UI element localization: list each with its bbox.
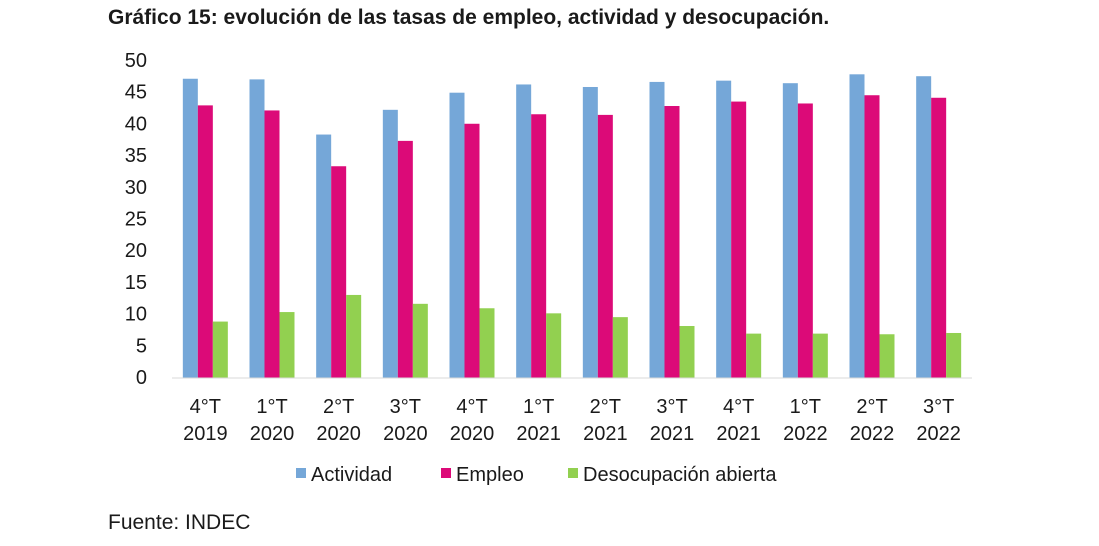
x-tick-label: 2020 [450,423,495,445]
bar-empleo [197,105,213,378]
bar-desocupacion-abierta [946,332,962,378]
bar-desocupacion-abierta [679,326,695,378]
bar-actividad [449,92,465,378]
bar-empleo [264,110,280,379]
legend-swatch [296,468,306,478]
source-note: Fuente: INDEC [108,511,251,534]
legend-label: Empleo [456,464,524,486]
series-desocupacion-abierta [212,294,962,378]
x-tick-label: 2020 [316,423,361,445]
x-tick-label: 2021 [650,423,695,445]
x-tick-label: 3°T [390,396,421,418]
x-axis-ticks: 4°T 2019 1°T 2020 2°T 2020 3°T 2020 4°T 2020 1°T 20… [183,396,961,445]
y-tick-label: 45 [125,82,147,104]
legend-label: Desocupación abierta [583,464,777,486]
y-tick-label: 30 [125,177,147,199]
bar-empleo [664,106,680,378]
x-tick-label: 4°T [723,396,754,418]
bar-desocupacion-abierta [412,303,428,378]
x-tick-label: 1°T [523,396,554,418]
bar-actividad [249,79,265,379]
y-tick-label: 20 [125,240,147,262]
bar-empleo [797,103,813,378]
x-tick-label: 2022 [916,423,961,445]
y-tick-label: 50 [125,50,147,72]
y-tick-label: 5 [136,335,147,357]
bar-empleo [864,95,880,379]
y-tick-label: 25 [125,209,147,231]
x-tick-label: 2°T [590,396,621,418]
series-empleo [197,95,947,379]
legend-swatch [441,468,451,478]
legend-swatch [568,468,578,478]
bar-empleo [464,123,480,379]
chart-title: Gráfico 15: evolución de las tasas de em… [108,6,830,29]
series-actividad [182,74,932,379]
bar-actividad [649,81,665,378]
x-tick-label: 2020 [250,423,295,445]
legend: Actividad Empleo Desocupación abierta [296,464,777,486]
bar-desocupacion-abierta [479,308,495,378]
x-tick-label: 2022 [783,423,828,445]
bar-empleo [597,114,613,378]
bar-desocupacion-abierta [746,333,762,378]
x-tick-label: 3°T [656,396,687,418]
bar-actividad [849,74,865,379]
y-axis-ticks: 0 5 10 15 20 25 30 35 40 45 50 [125,50,147,389]
bar-empleo [731,101,747,379]
legend-item-actividad: Actividad [296,464,392,486]
y-tick-label: 0 [136,367,147,389]
bar-desocupacion-abierta [879,334,895,378]
x-tick-label: 2020 [383,423,428,445]
bar-actividad [782,83,798,378]
x-tick-label: 1°T [790,396,821,418]
bar-actividad [382,109,398,379]
x-tick-label: 1°T [256,396,287,418]
x-tick-label: 2021 [716,423,761,445]
bar-actividad [716,80,732,379]
bar-actividad [916,76,932,378]
bar-actividad [316,134,332,378]
y-tick-label: 35 [125,145,147,167]
bar-actividad [582,86,598,378]
bar-empleo [931,97,947,378]
bar-desocupacion-abierta [212,321,228,378]
x-tick-label: 2°T [323,396,354,418]
x-tick-label: 3°T [923,396,954,418]
legend-item-empleo: Empleo [441,464,524,486]
y-tick-label: 15 [125,272,147,294]
y-tick-label: 40 [125,113,147,135]
x-tick-label: 2°T [856,396,887,418]
y-tick-label: 10 [125,304,147,326]
bar-desocupacion-abierta [612,317,628,378]
x-tick-label: 2022 [850,423,895,445]
bar-actividad [516,84,532,378]
x-tick-label: 2021 [516,423,561,445]
x-tick-label: 2019 [183,423,228,445]
bars [182,74,962,379]
bar-empleo [531,114,547,379]
bar-empleo [397,140,413,378]
legend-label: Actividad [311,464,392,486]
bar-actividad [182,78,198,378]
bar-desocupacion-abierta [346,294,362,378]
x-tick-label: 4°T [190,396,221,418]
x-tick-label: 4°T [456,396,487,418]
bar-desocupacion-abierta [279,312,295,378]
bar-desocupacion-abierta [812,333,828,378]
legend-item-desocupacion-abierta: Desocupación abierta [568,464,777,486]
bar-desocupacion-abierta [546,313,562,378]
bar-empleo [331,166,347,378]
x-tick-label: 2021 [583,423,628,445]
